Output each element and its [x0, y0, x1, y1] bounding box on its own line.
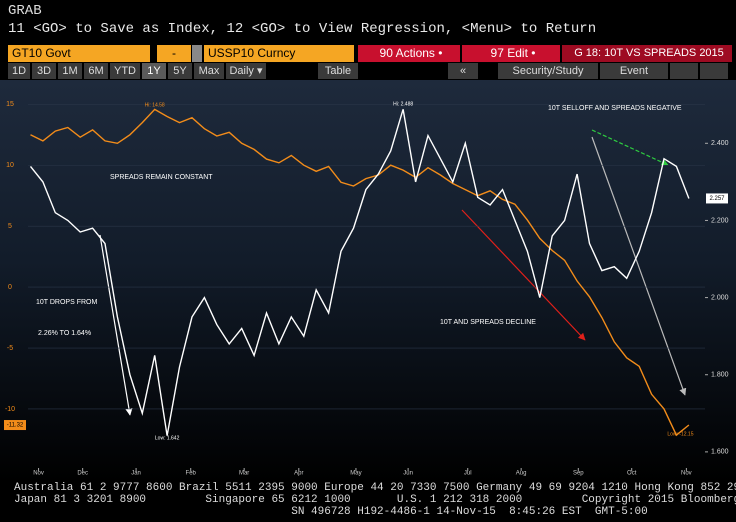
x-tick-label: Jan: [131, 471, 141, 477]
y2-tick-label: 2.400: [711, 140, 729, 147]
toolbar-button[interactable]: «: [448, 63, 478, 79]
edit-menu[interactable]: 97 Edit •: [462, 45, 560, 62]
screen-code: GRAB: [8, 3, 42, 19]
toolbar-button[interactable]: 6M: [84, 63, 108, 79]
x-tick-label: Jun: [403, 471, 413, 477]
x-tick-label: Mar: [239, 471, 249, 477]
y-tick-label: 5: [8, 223, 12, 230]
y2-tick-label: 1.600: [711, 449, 729, 456]
toolbar-button[interactable]: Max: [194, 63, 224, 79]
y2-tick-label: 2.000: [711, 294, 729, 301]
last-value-label: 2.257: [709, 196, 725, 202]
annotation: 10T DROPS FROM: [36, 299, 97, 306]
last-value-tag: [706, 193, 728, 204]
footer-line: Australia 61 2 9777 8600 Brazil 5511 239…: [14, 482, 736, 494]
x-tick-label: Jul: [464, 471, 472, 477]
x-tick-label: Apr: [294, 471, 303, 477]
command-line: 11 <GO> to Save as Index, 12 <GO> to Vie…: [8, 21, 597, 37]
y2-tick-label: 1.800: [711, 372, 729, 379]
y-tick-label: 10: [6, 162, 14, 169]
data-line: [29, 109, 690, 436]
annotation: Low: -12.15: [667, 431, 693, 437]
toolbar-button[interactable]: 3D: [32, 63, 56, 79]
annotation: Hi: 2.488: [393, 101, 413, 107]
toolbar-button[interactable]: Table: [318, 63, 358, 79]
toolbar-button[interactable]: [670, 63, 698, 79]
toolbar-button[interactable]: 5Y: [168, 63, 192, 79]
x-tick-label: Nov: [681, 471, 692, 477]
toolbar-button[interactable]: Daily ▾: [226, 63, 266, 79]
toolbar-button[interactable]: 1M: [58, 63, 82, 79]
y-tick-label: -10: [5, 406, 15, 413]
arrow: [99, 234, 133, 416]
x-tick-label: Feb: [186, 471, 197, 477]
toolbar-button[interactable]: Event: [600, 63, 668, 79]
arrow: [591, 136, 687, 396]
annotation: 10T SELLOFF AND SPREADS NEGATIVE: [548, 105, 682, 112]
annotation: Low: 1.642: [155, 435, 180, 441]
x-tick-label: Aug: [516, 471, 527, 477]
arrow: [591, 129, 669, 166]
y-tick-label: 0: [8, 284, 12, 291]
actions-menu[interactable]: 90 Actions •: [358, 45, 460, 62]
annotation: SPREADS REMAIN CONSTANT: [110, 174, 213, 181]
data-line: [30, 108, 690, 437]
security-input[interactable]: USSP10 Curncy: [204, 45, 354, 62]
operator-input[interactable]: -: [157, 45, 191, 62]
annotation: Hi: 14.58: [145, 102, 165, 108]
x-tick-label: Sep: [573, 471, 584, 477]
last-value-tag: [4, 420, 26, 431]
chart-title: G 18: 10T VS SPREADS 2015: [562, 45, 732, 62]
y2-tick-label: 2.200: [711, 217, 729, 224]
toolbar-button[interactable]: [700, 63, 728, 79]
dropdown-arrow[interactable]: [192, 45, 202, 62]
last-value-label: -11.32: [7, 423, 24, 429]
footer-line: Japan 81 3 3201 8900 Singapore 65 6212 1…: [14, 494, 736, 506]
security-input[interactable]: GT10 Govt: [8, 45, 150, 62]
toolbar-button[interactable]: 1D: [8, 63, 30, 79]
chart: 15 10 5 0 -5 -10 1.600 1.800 2.000 2.200 2.400 Nov D…: [0, 80, 736, 482]
x-tick-label: Dec: [77, 471, 88, 477]
y-tick-label: 15: [6, 101, 14, 108]
annotation: 10T AND SPREADS DECLINE: [440, 319, 536, 326]
y-tick-label: -5: [7, 345, 13, 352]
plot-background: [0, 80, 736, 482]
toolbar-button[interactable]: Security/Study: [498, 63, 598, 79]
x-tick-label: Nov: [33, 471, 44, 477]
x-tick-label: May: [350, 471, 361, 477]
x-tick-label: Oct: [627, 471, 637, 477]
footer-line: SN 496728 H192-4486-1 14-Nov-15 8:45:26 …: [14, 506, 648, 518]
toolbar-button[interactable]: YTD: [110, 63, 140, 79]
annotation: 2.26% TO 1.64%: [38, 330, 91, 337]
arrow: [461, 209, 586, 341]
toolbar-button[interactable]: 1Y: [142, 63, 166, 79]
